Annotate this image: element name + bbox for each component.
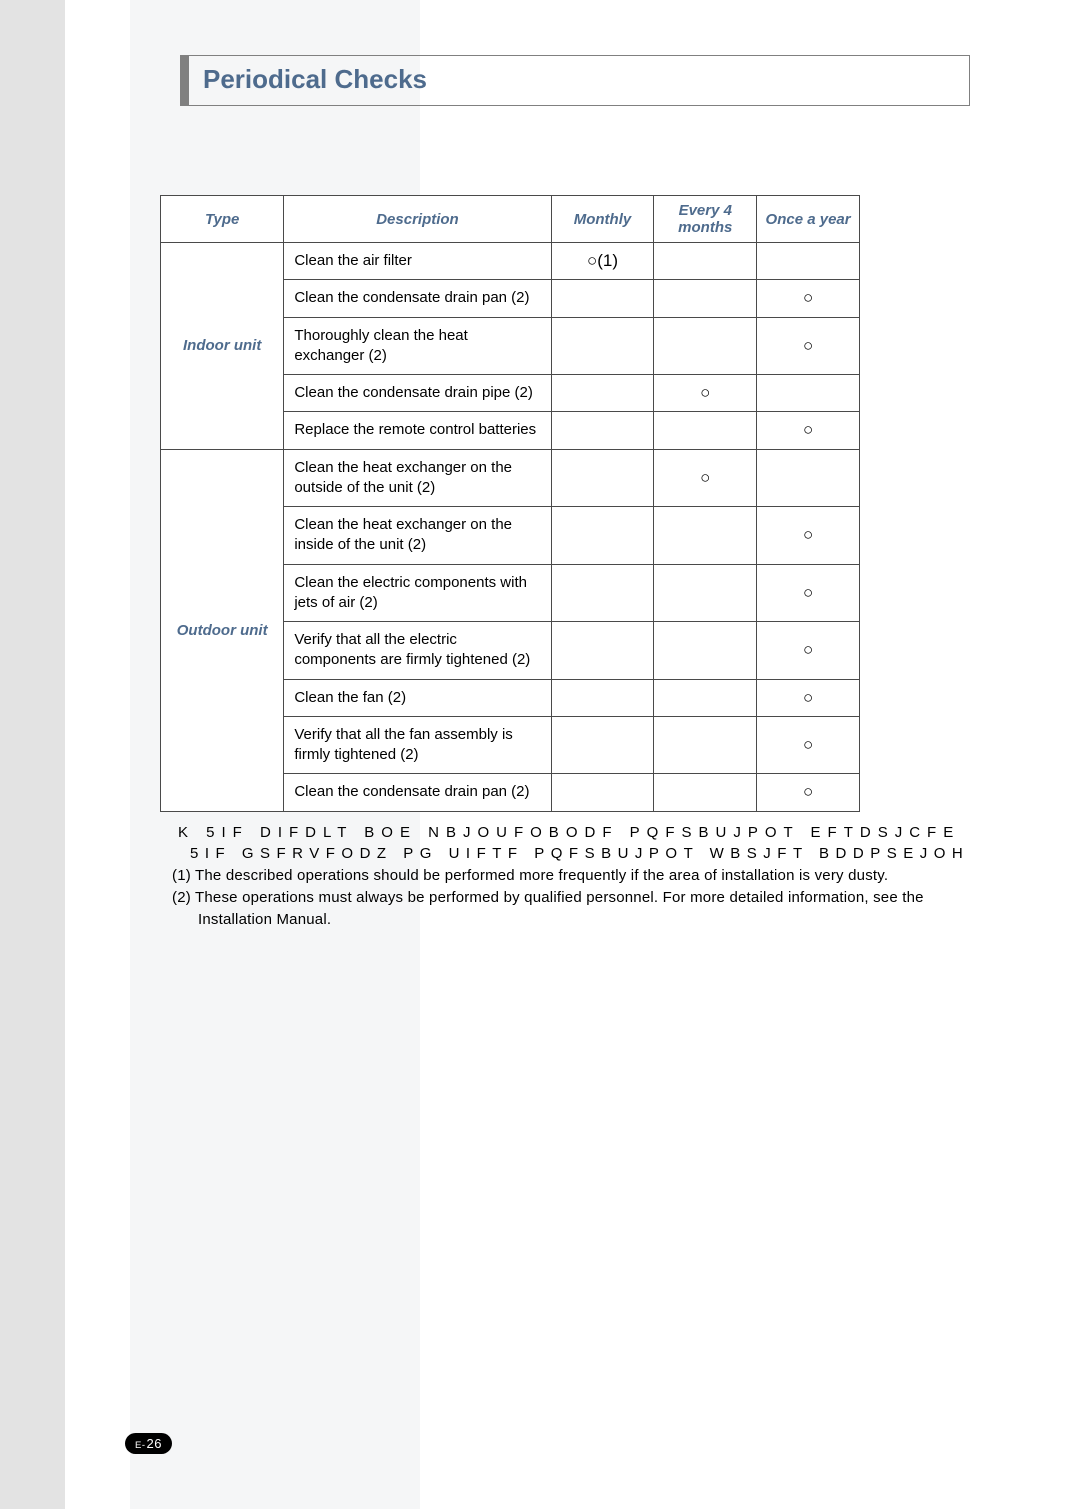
desc-cell: Clean the air filter [284, 243, 551, 280]
mark-every4 [654, 243, 757, 280]
page-number: 26 [147, 1436, 162, 1451]
section-header: Periodical Checks [180, 55, 970, 106]
col-yearly: Once a year [757, 196, 860, 243]
col-type: Type [161, 196, 284, 243]
mark-every4 [654, 280, 757, 317]
mark-yearly: ○ [757, 564, 860, 622]
mark-monthly [551, 679, 654, 716]
mark-monthly [551, 716, 654, 774]
desc-cell: Thoroughly clean the heat exchanger (2) [284, 317, 551, 375]
mark-every4 [654, 507, 757, 565]
mark-yearly: ○ [757, 280, 860, 317]
mark-yearly: ○ [757, 622, 860, 680]
col-monthly: Monthly [551, 196, 654, 243]
notes-block: K 5IF DIFDLT BOE NBJOUFOBODF PQFSBUJPOT … [160, 822, 970, 931]
page-surface: Periodical Checks Type Description Month… [65, 0, 1080, 1509]
table-row: Indoor unit Clean the air filter ○(1) [161, 243, 860, 280]
desc-cell: Clean the condensate drain pan (2) [284, 774, 551, 811]
header-accent-bar [181, 56, 189, 105]
table-row: Outdoor unit Clean the heat exchanger on… [161, 449, 860, 507]
content-area: Type Description Monthly Every 4 months … [160, 195, 970, 930]
mark-every4 [654, 412, 757, 449]
mark-yearly: ○ [757, 412, 860, 449]
page-number-badge: E-26 [125, 1433, 172, 1454]
mark-monthly [551, 412, 654, 449]
desc-cell: Verify that all the electric components … [284, 622, 551, 680]
mark-monthly [551, 317, 654, 375]
mark-every4 [654, 716, 757, 774]
mark-every4 [654, 317, 757, 375]
mark-yearly [757, 449, 860, 507]
left-gutter [0, 0, 65, 1509]
note-1: (1) The described operations should be p… [186, 865, 970, 887]
col-description: Description [284, 196, 551, 243]
note-2: (2) These operations must always be perf… [186, 887, 970, 909]
mark-yearly [757, 243, 860, 280]
desc-cell: Clean the condensate drain pipe (2) [284, 375, 551, 412]
note-bullet-1: K 5IF DIFDLT BOE NBJOUFOBODF PQFSBUJPOT … [160, 822, 970, 844]
mark-monthly [551, 564, 654, 622]
desc-cell: Replace the remote control batteries [284, 412, 551, 449]
mark-yearly: ○ [757, 507, 860, 565]
mark-yearly: ○ [757, 679, 860, 716]
mark-monthly [551, 507, 654, 565]
mark-every4 [654, 679, 757, 716]
mark-every4 [654, 564, 757, 622]
desc-cell: Clean the condensate drain pan (2) [284, 280, 551, 317]
type-indoor: Indoor unit [161, 243, 284, 450]
mark-monthly [551, 280, 654, 317]
desc-cell: Verify that all the fan assembly is firm… [284, 716, 551, 774]
mark-yearly: ○ [757, 716, 860, 774]
note-bullet-2: 5IF GSFRVFODZ PG UIFTF PQFSBUJPOT WBSJFT… [160, 843, 970, 865]
periodical-checks-table: Type Description Monthly Every 4 months … [160, 195, 860, 812]
mark-every4 [654, 774, 757, 811]
mark-every4 [654, 622, 757, 680]
mark-monthly [551, 449, 654, 507]
mark-every4: ○ [654, 449, 757, 507]
mark-monthly: ○(1) [551, 243, 654, 280]
mark-yearly: ○ [757, 317, 860, 375]
col-every4: Every 4 months [654, 196, 757, 243]
mark-monthly [551, 375, 654, 412]
page-prefix: E- [135, 1440, 146, 1451]
desc-cell: Clean the heat exchanger on the outside … [284, 449, 551, 507]
mark-monthly [551, 774, 654, 811]
mark-yearly [757, 375, 860, 412]
mark-every4: ○ [654, 375, 757, 412]
mark-yearly: ○ [757, 774, 860, 811]
section-title: Periodical Checks [189, 56, 441, 105]
table-header-row: Type Description Monthly Every 4 months … [161, 196, 860, 243]
note-2-cont: Installation Manual. [160, 909, 970, 931]
desc-cell: Clean the electric components with jets … [284, 564, 551, 622]
type-outdoor: Outdoor unit [161, 449, 284, 811]
desc-cell: Clean the fan (2) [284, 679, 551, 716]
mark-monthly [551, 622, 654, 680]
desc-cell: Clean the heat exchanger on the inside o… [284, 507, 551, 565]
